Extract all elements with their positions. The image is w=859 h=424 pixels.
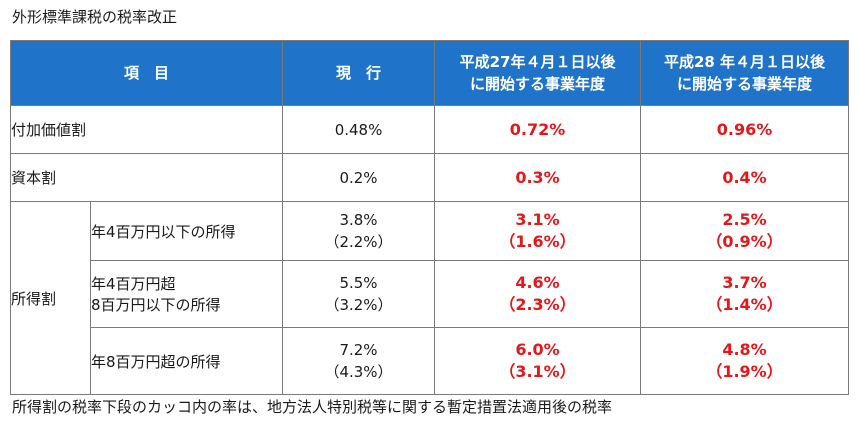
table-row-income-3: 年8百万円超の所得 7.2% （4.3%） 6.0% （3.1%） 4.8% （… xyxy=(11,327,850,395)
current-rate-paren: （2.2%） xyxy=(324,233,393,251)
header-current: 現 行 xyxy=(282,40,436,106)
row-label: 付加価値割 xyxy=(9,105,284,154)
tax-rate-table: 項 目 現 行 平成27年４月１日以後 に開始する事業年度 平成28 年４月１日… xyxy=(9,40,850,395)
h28-rate: 3.7% （1.4%） xyxy=(640,260,850,328)
row-label: 年4百万円以下の所得 xyxy=(89,201,284,261)
header-h27-line2: に開始する事業年度 xyxy=(470,75,606,93)
h27-rate: 0.72% xyxy=(434,105,642,154)
h27-rate: 3.1% （1.6%） xyxy=(434,201,642,261)
h28-rate-value: 3.7% xyxy=(722,273,767,292)
h27-rate: 6.0% （3.1%） xyxy=(434,327,642,395)
h27-rate-paren: （1.6%） xyxy=(499,232,576,251)
table-row-income-1: 所得割 年4百万円以下の所得 3.8% （2.2%） 3.1% （1.6%） 2… xyxy=(10,201,850,395)
current-rate-value: 7.2% xyxy=(339,341,378,359)
header-h28-line2: に開始する事業年度 xyxy=(677,75,813,93)
table-row-capital: 資本割 0.2% 0.3% 0.4% xyxy=(9,153,850,202)
row-label: 年4百万円超 8百万円以下の所得 xyxy=(89,260,284,328)
h28-rate-paren: （1.4%） xyxy=(706,295,783,314)
header-h28: 平成28 年４月１日以後 に開始する事業年度 xyxy=(640,40,850,106)
page-title: 外形標準課税の税率改正 xyxy=(12,8,178,26)
h27-rate-paren: （2.3%） xyxy=(499,295,576,314)
current-rate-paren: （4.3%） xyxy=(324,363,393,381)
header-h27-line1: 平成27年４月１日以後 xyxy=(459,53,616,71)
row-label-line2: 8百万円以下の所得 xyxy=(91,296,221,314)
h27-rate: 0.3% xyxy=(434,153,642,202)
current-rate-paren: （3.2%） xyxy=(324,296,393,314)
row-label-line1: 年4百万円超 xyxy=(91,275,176,293)
current-rate-value: 5.5% xyxy=(339,274,378,292)
h27-rate-paren: （3.1%） xyxy=(499,362,576,381)
current-rate-value: 3.8% xyxy=(339,211,378,229)
current-rate: 3.8% （2.2%） xyxy=(282,201,436,261)
current-rate: 0.48% xyxy=(282,105,436,154)
income-group-label: 所得割 xyxy=(10,201,91,395)
footnote: 所得割の税率下段のカッコ内の率は、地方法人特別税等に関する暫定措置法適用後の税率 xyxy=(12,398,613,416)
header-h27: 平成27年４月１日以後 に開始する事業年度 xyxy=(434,40,642,106)
h27-rate-value: 4.6% xyxy=(515,273,560,292)
current-rate: 0.2% xyxy=(282,153,436,202)
h28-rate-value: 4.8% xyxy=(722,340,767,359)
table-row-income-2: 年4百万円超 8百万円以下の所得 5.5% （3.2%） 4.6% （2.3%）… xyxy=(11,260,850,328)
h28-rate-value: 2.5% xyxy=(722,210,767,229)
h28-rate: 4.8% （1.9%） xyxy=(640,327,850,395)
header-row: 項 目 現 行 平成27年４月１日以後 に開始する事業年度 平成28 年４月１日… xyxy=(9,40,850,106)
row-label: 年8百万円超の所得 xyxy=(89,327,284,395)
table-row-added-value: 付加価値割 0.48% 0.72% 0.96% xyxy=(9,105,850,154)
row-label: 資本割 xyxy=(9,153,284,202)
h28-rate: 2.5% （0.9%） xyxy=(640,201,850,261)
header-h28-line1: 平成28 年４月１日以後 xyxy=(663,53,826,71)
h27-rate-value: 3.1% xyxy=(515,210,560,229)
current-rate: 7.2% （4.3%） xyxy=(282,327,436,395)
h28-rate: 0.4% xyxy=(640,153,850,202)
header-item: 項 目 xyxy=(9,40,284,106)
h28-rate-paren: （0.9%） xyxy=(706,232,783,251)
current-rate: 5.5% （3.2%） xyxy=(282,260,436,328)
h28-rate: 0.96% xyxy=(640,105,850,154)
h28-rate-paren: （1.9%） xyxy=(706,362,783,381)
h27-rate-value: 6.0% xyxy=(515,340,560,359)
h27-rate: 4.6% （2.3%） xyxy=(434,260,642,328)
